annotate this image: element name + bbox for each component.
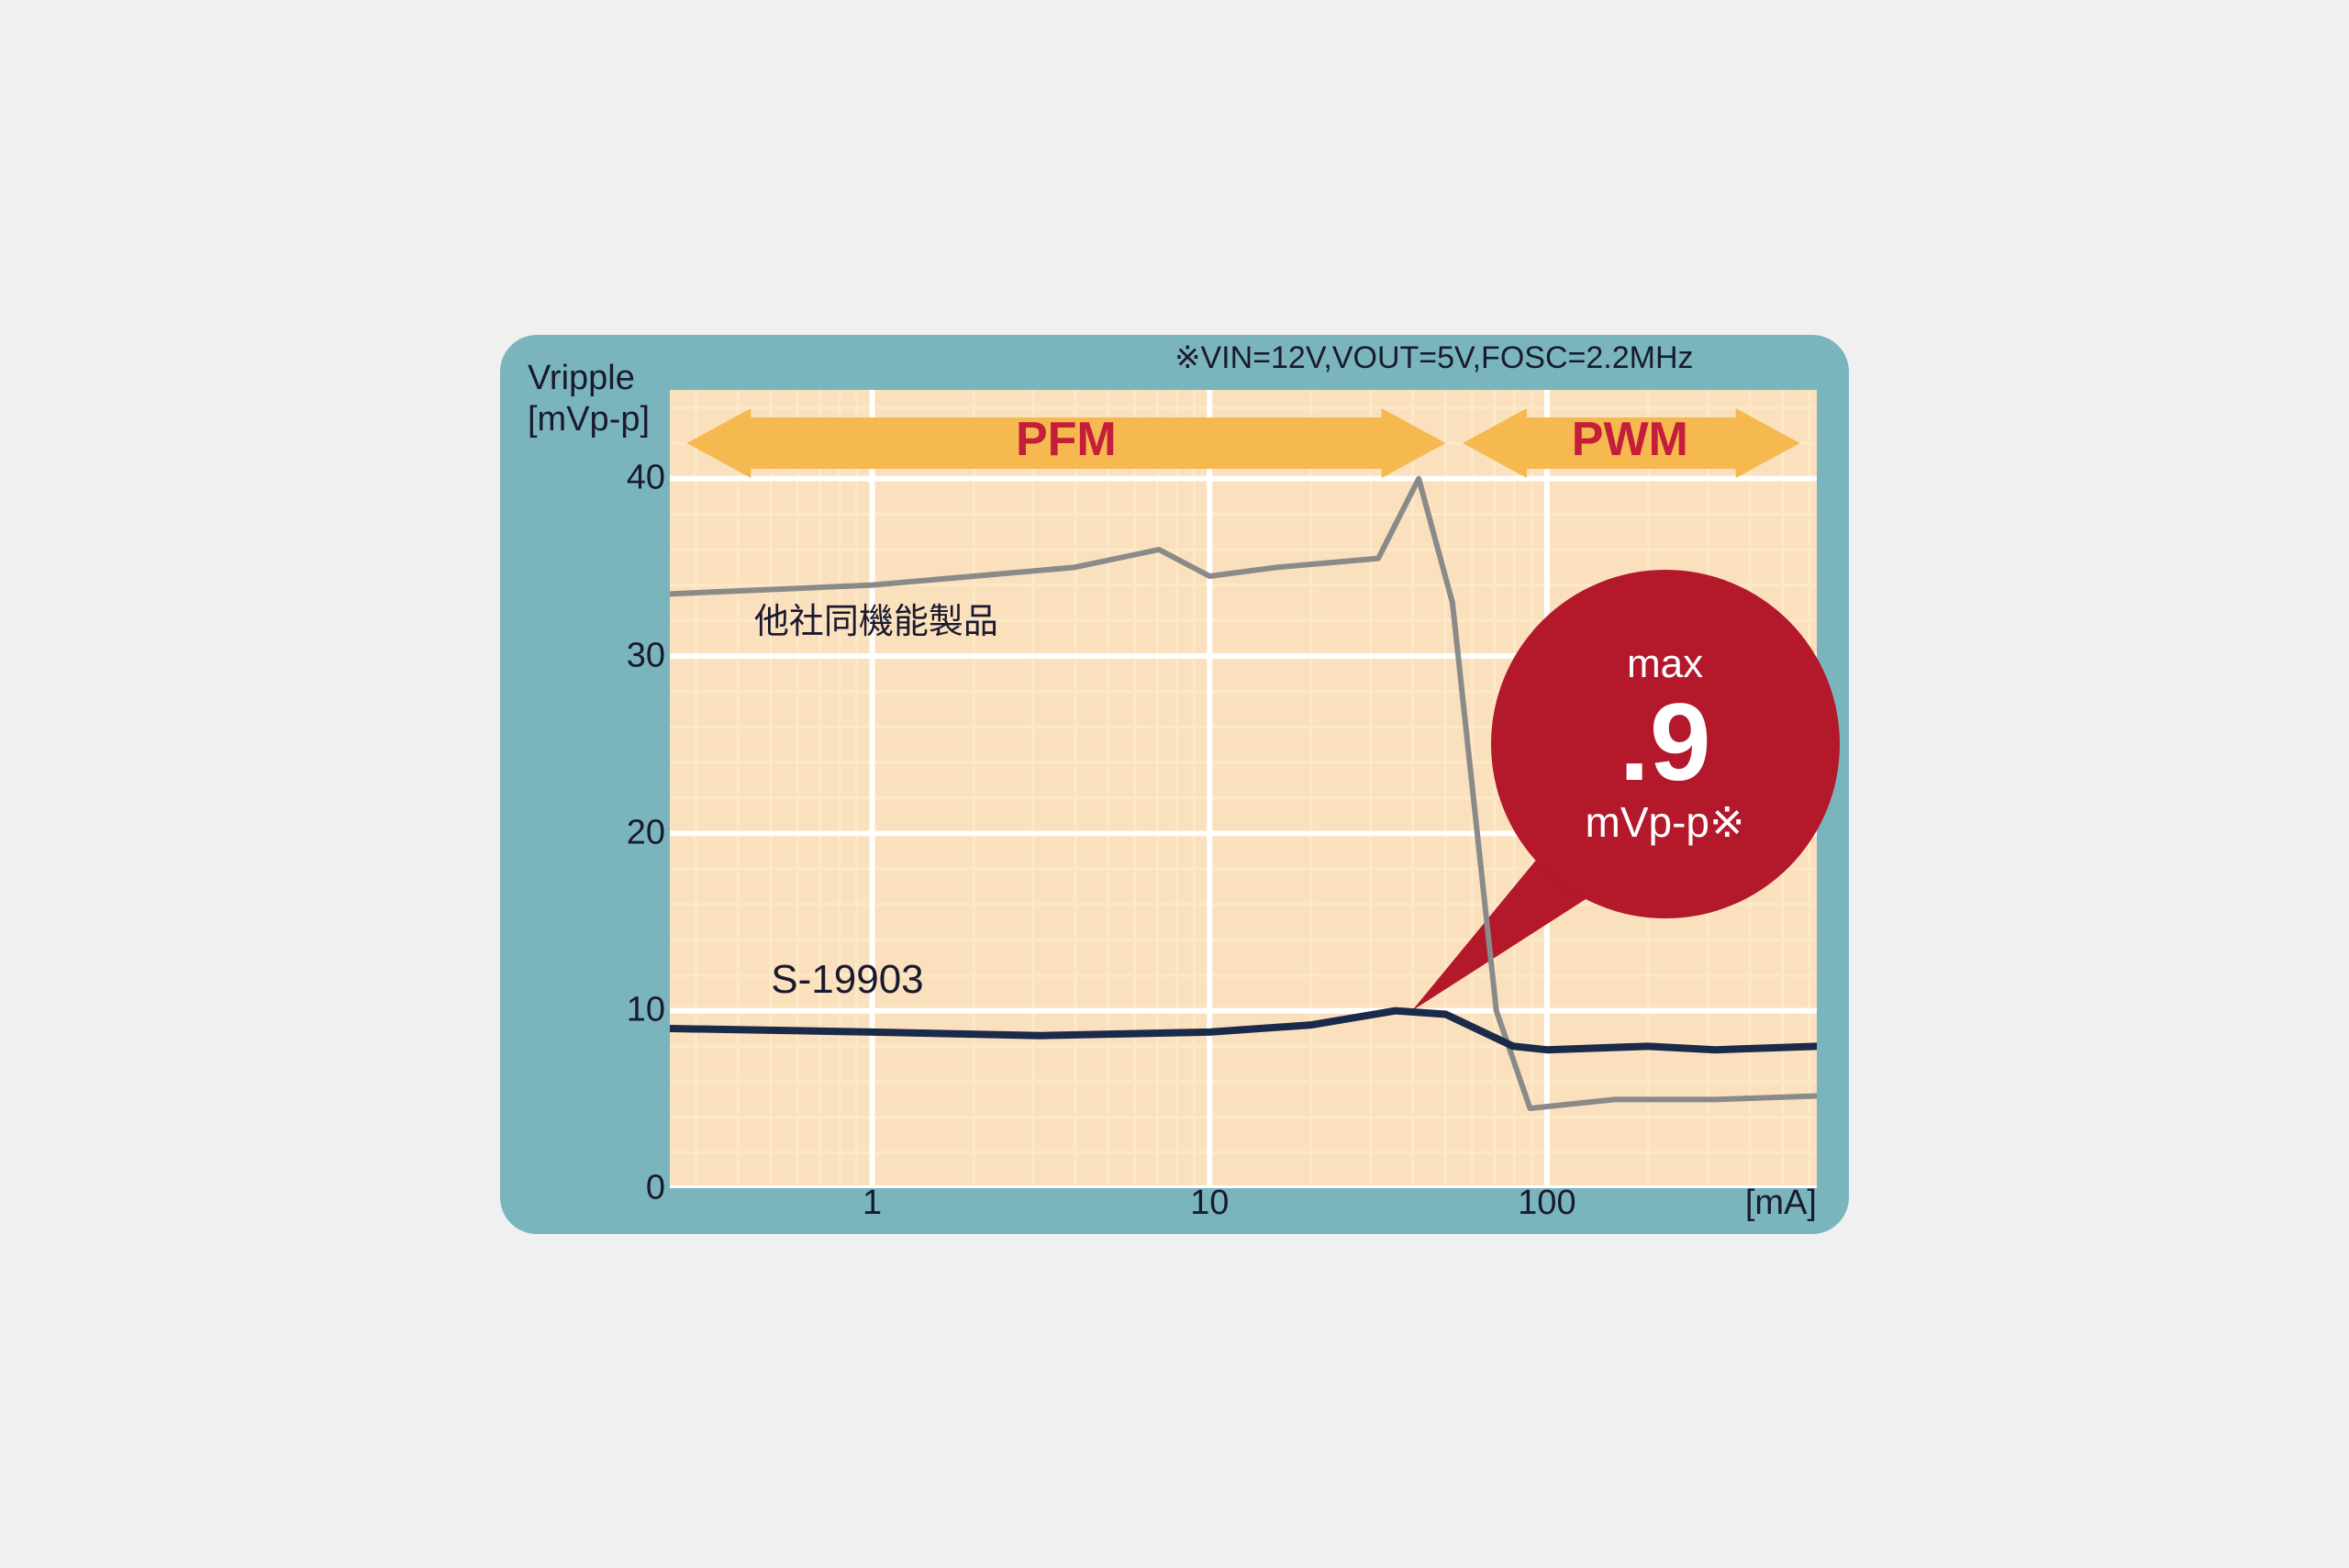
chart-container: ※VIN=12V,VOUT=5V,FOSC=2.2MHz Vripple [mV… bbox=[500, 335, 1849, 1234]
competitor-series-label: 他社同機能製品 bbox=[754, 593, 998, 643]
y-axis-title-line1: Vripple bbox=[528, 359, 635, 397]
condition-note: ※VIN=12V,VOUT=5V,FOSC=2.2MHz bbox=[1174, 339, 1694, 376]
y-tick-0: 0 bbox=[610, 1168, 665, 1207]
y-tick-30: 30 bbox=[610, 636, 665, 675]
y-tick-20: 20 bbox=[610, 813, 665, 852]
callout-value: .9 bbox=[1620, 687, 1711, 797]
max-ripple-callout: max.9mVp-p※ bbox=[1491, 570, 1840, 918]
product-series-label: S-19903 bbox=[771, 957, 923, 1003]
y-tick-10: 10 bbox=[610, 991, 665, 1030]
x-tick-10: 10 bbox=[1190, 1184, 1229, 1223]
x-tick-1: 1 bbox=[863, 1184, 882, 1223]
y-axis-title: Vripple [mVp-p] bbox=[528, 358, 650, 441]
callout-unit: mVp-p※ bbox=[1586, 797, 1745, 847]
x-tick-100: 100 bbox=[1518, 1184, 1575, 1223]
y-axis-title-line2: [mVp-p] bbox=[528, 400, 650, 439]
x-axis-title-line2: [mA] bbox=[1745, 1184, 1817, 1222]
y-tick-40: 40 bbox=[610, 459, 665, 498]
